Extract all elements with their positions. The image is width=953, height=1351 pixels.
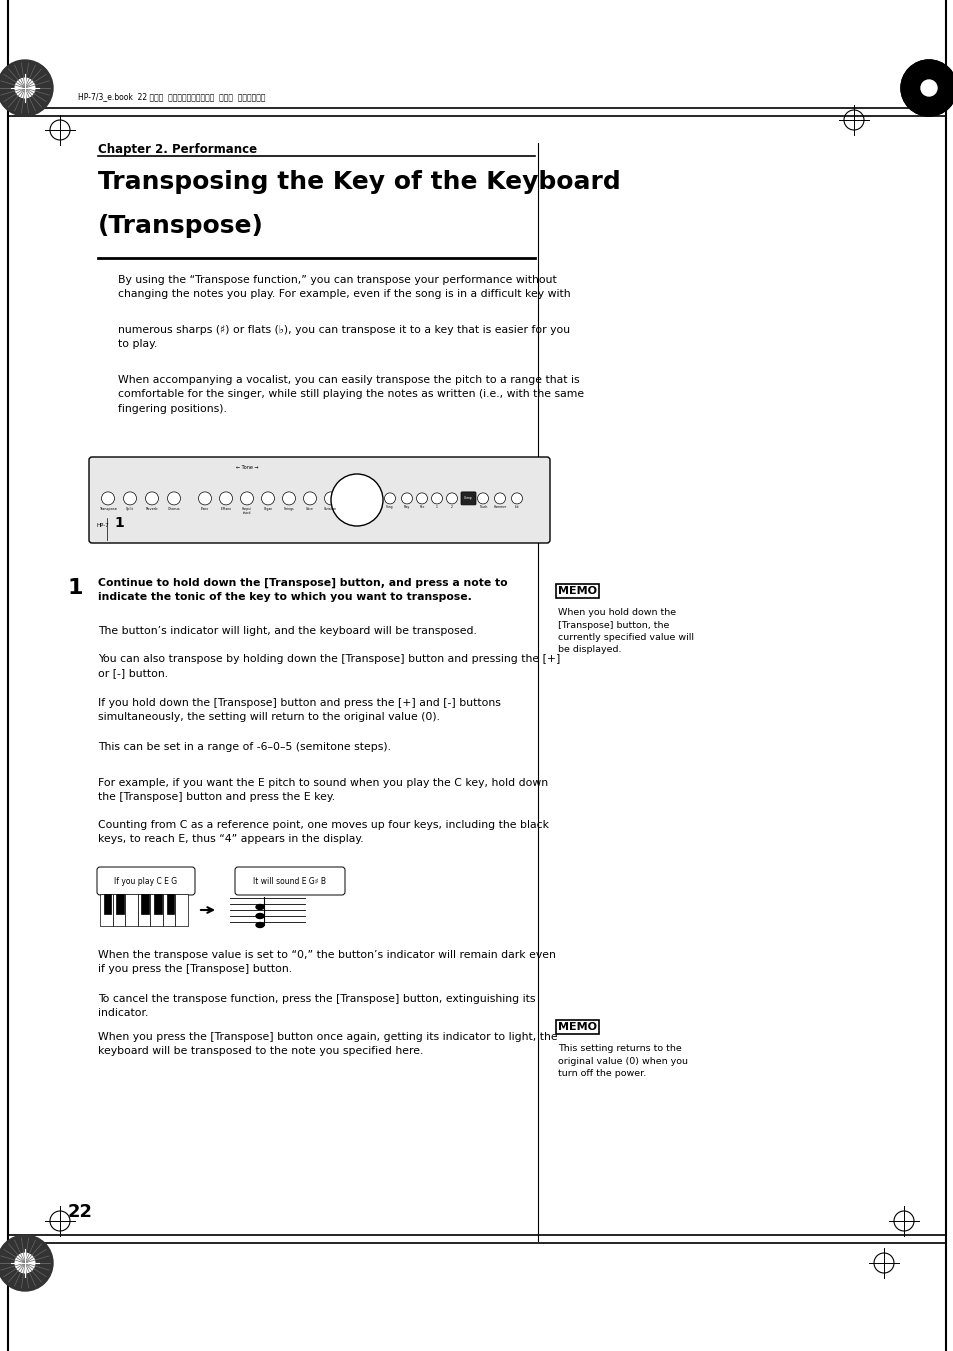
Bar <box>167 894 174 913</box>
Text: 2: 2 <box>451 505 453 509</box>
Circle shape <box>219 492 233 505</box>
Text: Play: Play <box>403 505 410 509</box>
Text: HP-7/3_e.book  22 ページ  ２００４年１月２６日  月曜日  午後５時１分: HP-7/3_e.book 22 ページ ２００４年１月２６日 月曜日 午後５時… <box>78 92 265 101</box>
Circle shape <box>0 1235 53 1292</box>
Text: Song: Song <box>386 505 394 509</box>
Text: Comp: Comp <box>463 496 472 500</box>
Text: Split: Split <box>126 507 133 511</box>
Ellipse shape <box>255 913 264 919</box>
Text: Piano: Piano <box>201 507 209 511</box>
Circle shape <box>123 492 136 505</box>
Text: Chorus: Chorus <box>168 507 180 511</box>
Bar <box>100 894 112 925</box>
Text: You can also transpose by holding down the [Transpose] button and pressing the [: You can also transpose by holding down t… <box>98 654 559 678</box>
Circle shape <box>261 492 274 505</box>
Text: Transposing the Key of the Keyboard: Transposing the Key of the Keyboard <box>98 170 620 195</box>
FancyBboxPatch shape <box>460 492 476 505</box>
Text: This setting returns to the
original value (0) when you
turn off the power.: This setting returns to the original val… <box>558 1044 687 1078</box>
Text: numerous sharps (♯) or flats (♭), you can transpose it to a key that is easier f: numerous sharps (♯) or flats (♭), you ca… <box>118 326 570 350</box>
Circle shape <box>401 493 412 504</box>
Text: Transpose: Transpose <box>99 507 117 511</box>
Circle shape <box>282 492 295 505</box>
Text: 1: 1 <box>68 578 84 598</box>
Text: Organ: Organ <box>263 507 273 511</box>
Circle shape <box>146 492 158 505</box>
Text: 22: 22 <box>68 1202 92 1221</box>
FancyBboxPatch shape <box>97 867 194 894</box>
Text: MEMO: MEMO <box>558 586 597 596</box>
Circle shape <box>240 492 253 505</box>
Circle shape <box>303 492 316 505</box>
Text: Harpsi
chord: Harpsi chord <box>242 507 252 516</box>
Text: Rec: Rec <box>419 505 424 509</box>
Circle shape <box>900 59 953 116</box>
Text: To cancel the transpose function, press the [Transpose] button, extinguishing it: To cancel the transpose function, press … <box>98 994 535 1019</box>
Text: Touch: Touch <box>478 505 487 509</box>
Bar <box>137 894 151 925</box>
Circle shape <box>331 474 382 526</box>
Text: 1: 1 <box>113 516 124 530</box>
Text: For example, if you want the E pitch to sound when you play the C key, hold down: For example, if you want the E pitch to … <box>98 778 548 802</box>
Circle shape <box>511 493 522 504</box>
Bar <box>163 894 175 925</box>
Text: Variation: Variation <box>324 507 337 511</box>
Bar <box>151 894 163 925</box>
Text: If you play C E G: If you play C E G <box>114 877 177 885</box>
Text: When the transpose value is set to “0,” the button’s indicator will remain dark : When the transpose value is set to “0,” … <box>98 950 556 974</box>
Text: Lid: Lid <box>515 505 518 509</box>
Ellipse shape <box>255 923 264 928</box>
Circle shape <box>416 493 427 504</box>
Text: Chapter 2. Performance: Chapter 2. Performance <box>98 143 257 155</box>
Text: When you press the [Transpose] button once again, getting its indicator to light: When you press the [Transpose] button on… <box>98 1032 558 1056</box>
Circle shape <box>15 1254 34 1273</box>
Bar <box>175 894 188 925</box>
Text: Hammer: Hammer <box>493 505 506 509</box>
Circle shape <box>494 493 505 504</box>
Text: Reverb: Reverb <box>146 507 158 511</box>
Circle shape <box>0 59 53 116</box>
Bar <box>112 894 125 925</box>
Bar <box>116 894 124 913</box>
Circle shape <box>101 492 114 505</box>
Text: It will sound E G♯ B: It will sound E G♯ B <box>253 877 326 885</box>
FancyBboxPatch shape <box>89 457 550 543</box>
Bar <box>104 894 112 913</box>
Circle shape <box>920 80 936 96</box>
Circle shape <box>324 492 337 505</box>
Circle shape <box>168 492 180 505</box>
Bar <box>141 894 149 913</box>
Text: If you hold down the [Transpose] button and press the [+] and [-] buttons
simult: If you hold down the [Transpose] button … <box>98 698 500 721</box>
Text: This can be set in a range of -6–0–5 (semitone steps).: This can be set in a range of -6–0–5 (se… <box>98 742 391 753</box>
Text: When you hold down the
[Transpose] button, the
currently specified value will
be: When you hold down the [Transpose] butto… <box>558 608 693 654</box>
Text: ← Tone →: ← Tone → <box>235 465 258 470</box>
Bar <box>153 894 161 913</box>
Text: HP-7: HP-7 <box>97 523 110 528</box>
Circle shape <box>477 493 488 504</box>
Circle shape <box>198 492 212 505</box>
Text: E.Piano: E.Piano <box>220 507 232 511</box>
Text: (Transpose): (Transpose) <box>98 213 264 238</box>
Circle shape <box>384 493 395 504</box>
Text: 1: 1 <box>436 505 437 509</box>
Circle shape <box>446 493 457 504</box>
Text: The button’s indicator will light, and the keyboard will be transposed.: The button’s indicator will light, and t… <box>98 626 476 636</box>
Bar <box>125 894 137 925</box>
Circle shape <box>431 493 442 504</box>
Circle shape <box>15 78 34 97</box>
Text: By using the “Transpose function,” you can transpose your performance without
ch: By using the “Transpose function,” you c… <box>118 276 570 300</box>
FancyBboxPatch shape <box>234 867 345 894</box>
Text: Counting from C as a reference point, one moves up four keys, including the blac: Counting from C as a reference point, on… <box>98 820 548 844</box>
Text: Continue to hold down the [Transpose] button, and press a note to
indicate the t: Continue to hold down the [Transpose] bu… <box>98 578 507 603</box>
Text: Strings: Strings <box>283 507 294 511</box>
Text: MEMO: MEMO <box>558 1021 597 1032</box>
Text: When accompanying a vocalist, you can easily transpose the pitch to a range that: When accompanying a vocalist, you can ea… <box>118 376 583 413</box>
Ellipse shape <box>255 905 264 909</box>
Text: Voice: Voice <box>306 507 314 511</box>
